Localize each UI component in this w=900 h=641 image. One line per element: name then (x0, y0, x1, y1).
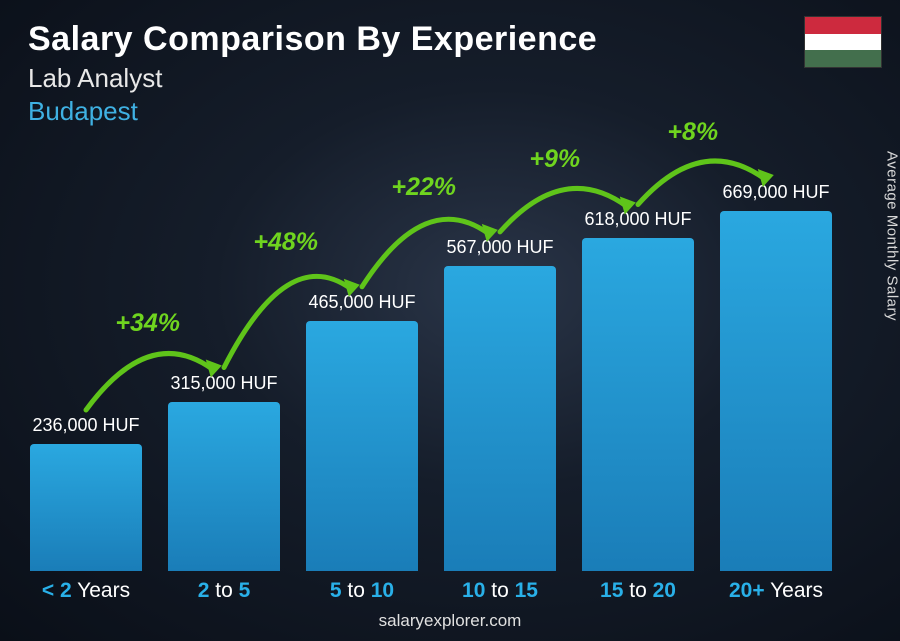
bar-value-label: 236,000 HUF (16, 415, 156, 436)
bar (444, 266, 556, 571)
bars-container: 236,000 HUF315,000 HUF+34%465,000 HUF+48… (30, 101, 850, 571)
bar-group: 618,000 HUF (582, 101, 694, 571)
footer-attribution: salaryexplorer.com (0, 611, 900, 631)
bar (168, 402, 280, 572)
bar (720, 211, 832, 571)
bar (30, 444, 142, 571)
bar-value-label: 465,000 HUF (292, 292, 432, 313)
chart-subtitle: Lab Analyst (28, 63, 597, 94)
bar-group: 567,000 HUF (444, 101, 556, 571)
bar-chart: 236,000 HUF315,000 HUF+34%465,000 HUF+48… (30, 101, 850, 571)
x-axis-label: 2 to 5 (168, 579, 280, 603)
bar-group: 669,000 HUF (720, 101, 832, 571)
x-axis-label: < 2 Years (30, 579, 142, 603)
flag-hungary-icon (804, 16, 882, 68)
bar-value-label: 618,000 HUF (568, 209, 708, 230)
bar-group: 465,000 HUF (306, 101, 418, 571)
x-axis-label: 10 to 15 (444, 579, 556, 603)
bar (306, 321, 418, 571)
flag-stripe-0 (805, 17, 881, 34)
bar-group: 236,000 HUF (30, 101, 142, 571)
bar (582, 238, 694, 571)
bar-value-label: 315,000 HUF (154, 373, 294, 394)
bar-value-label: 669,000 HUF (706, 182, 846, 203)
flag-stripe-1 (805, 34, 881, 51)
y-axis-label: Average Monthly Salary (884, 151, 900, 321)
x-axis-label: 15 to 20 (582, 579, 694, 603)
x-axis-label: 5 to 10 (306, 579, 418, 603)
x-axis-label: 20+ Years (720, 579, 832, 603)
flag-stripe-2 (805, 50, 881, 67)
bar-value-label: 567,000 HUF (430, 237, 570, 258)
chart-title: Salary Comparison By Experience (28, 20, 597, 59)
bar-group: 315,000 HUF (168, 101, 280, 571)
